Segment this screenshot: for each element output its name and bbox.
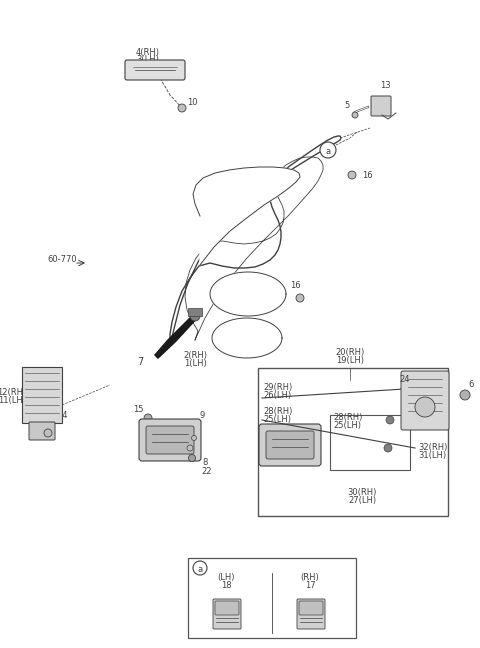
Bar xyxy=(330,415,410,470)
Text: 25(LH): 25(LH) xyxy=(333,421,361,430)
Circle shape xyxy=(320,142,336,158)
Text: a: a xyxy=(197,564,203,573)
Circle shape xyxy=(352,112,358,118)
Circle shape xyxy=(296,294,304,302)
Circle shape xyxy=(386,416,394,424)
Text: 16: 16 xyxy=(362,171,372,180)
Text: 23(RH): 23(RH) xyxy=(310,423,339,432)
FancyBboxPatch shape xyxy=(259,424,321,466)
Text: 10: 10 xyxy=(187,98,197,107)
Polygon shape xyxy=(193,167,300,265)
FancyBboxPatch shape xyxy=(266,431,314,459)
Text: 5: 5 xyxy=(344,101,349,110)
Text: 28(RH): 28(RH) xyxy=(333,413,362,422)
Text: 8: 8 xyxy=(202,458,208,467)
Text: 60-770: 60-770 xyxy=(47,255,77,264)
Text: 6: 6 xyxy=(468,380,473,389)
Text: 21(LH): 21(LH) xyxy=(310,431,338,440)
Circle shape xyxy=(144,414,152,422)
Circle shape xyxy=(187,445,193,451)
Bar xyxy=(188,308,202,316)
Text: 2(RH): 2(RH) xyxy=(183,351,207,360)
Text: 4(RH): 4(RH) xyxy=(136,48,160,57)
FancyBboxPatch shape xyxy=(371,96,391,116)
Text: 13: 13 xyxy=(380,81,390,90)
Text: 30(RH): 30(RH) xyxy=(348,488,377,497)
Text: 1(LH): 1(LH) xyxy=(184,359,206,368)
Circle shape xyxy=(192,435,196,441)
Text: 31(LH): 31(LH) xyxy=(418,451,446,460)
Circle shape xyxy=(189,454,195,461)
Text: a: a xyxy=(325,146,331,156)
Text: 24: 24 xyxy=(400,375,410,384)
Text: 18: 18 xyxy=(221,581,231,590)
Polygon shape xyxy=(210,272,286,316)
Text: 16: 16 xyxy=(290,281,300,290)
FancyBboxPatch shape xyxy=(213,599,241,629)
FancyBboxPatch shape xyxy=(146,426,194,454)
Text: 19(LH): 19(LH) xyxy=(336,356,364,365)
Text: 9: 9 xyxy=(199,411,204,420)
Text: 28(RH): 28(RH) xyxy=(263,407,292,416)
Circle shape xyxy=(178,104,186,112)
Text: 7: 7 xyxy=(137,357,143,367)
Text: 3(LH): 3(LH) xyxy=(137,55,159,64)
Text: 27(LH): 27(LH) xyxy=(348,496,376,505)
Circle shape xyxy=(384,444,392,452)
Text: 29(RH): 29(RH) xyxy=(263,383,292,392)
FancyBboxPatch shape xyxy=(299,601,323,615)
FancyBboxPatch shape xyxy=(297,599,325,629)
Text: (RH): (RH) xyxy=(300,573,319,582)
FancyBboxPatch shape xyxy=(29,422,55,440)
Text: 11(LH): 11(LH) xyxy=(0,396,26,405)
Text: 15: 15 xyxy=(133,405,143,414)
Circle shape xyxy=(193,561,207,575)
Bar xyxy=(188,558,356,638)
Circle shape xyxy=(44,429,52,437)
Polygon shape xyxy=(212,318,282,358)
Text: 20(RH): 20(RH) xyxy=(336,348,365,357)
Text: 25(LH): 25(LH) xyxy=(263,415,291,424)
Circle shape xyxy=(348,171,356,179)
FancyBboxPatch shape xyxy=(125,60,185,80)
FancyBboxPatch shape xyxy=(215,601,239,615)
Text: 26(LH): 26(LH) xyxy=(263,391,291,400)
Circle shape xyxy=(460,390,470,400)
Bar xyxy=(258,368,448,516)
Text: 22: 22 xyxy=(202,467,212,476)
Text: 12(RH): 12(RH) xyxy=(0,388,26,397)
FancyBboxPatch shape xyxy=(401,371,449,430)
Circle shape xyxy=(415,397,435,417)
Text: 14: 14 xyxy=(57,411,67,420)
Text: (LH): (LH) xyxy=(217,573,235,582)
FancyBboxPatch shape xyxy=(22,367,62,423)
Text: 32(RH): 32(RH) xyxy=(418,443,447,452)
FancyBboxPatch shape xyxy=(139,419,201,461)
Polygon shape xyxy=(155,312,200,358)
Circle shape xyxy=(190,311,200,321)
Text: 17: 17 xyxy=(305,581,315,590)
